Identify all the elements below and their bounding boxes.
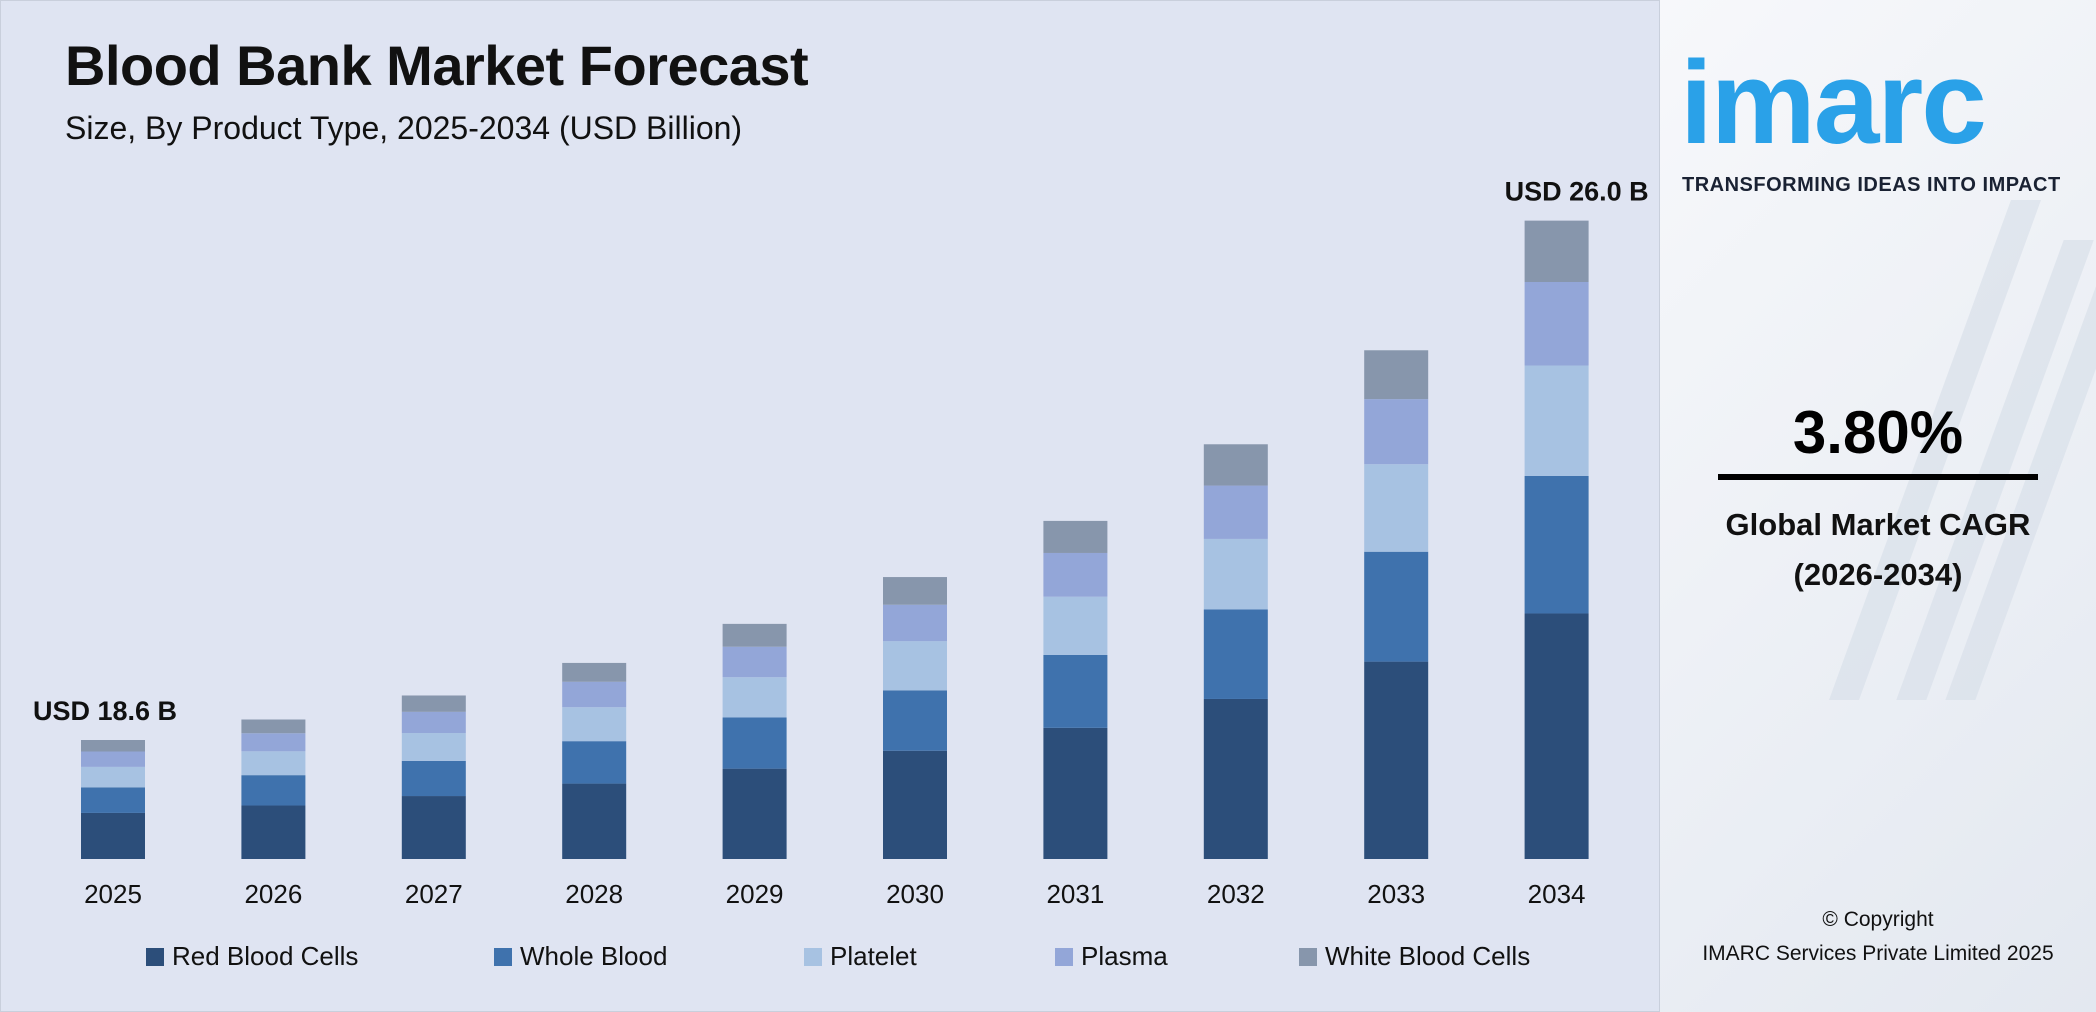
x-tick-label: 2027 (405, 879, 463, 909)
bar-segment-plasma-2030 (883, 604, 947, 642)
cagr-label: Global Market CAGR (1725, 507, 2031, 542)
legend-item: Plasma (1055, 941, 1299, 972)
bar-segment-red-blood-cells-2030 (883, 750, 947, 859)
copyright: © Copyright (1822, 908, 1934, 931)
x-tick-label: 2028 (565, 879, 623, 909)
bar-segment-platelet-2027 (401, 733, 466, 761)
legend-swatch (1299, 947, 1317, 966)
bar-segment-whole-blood-2030 (883, 690, 947, 751)
bar-segment-white-blood-cells-2030 (883, 577, 947, 605)
legend-swatch (146, 947, 164, 966)
bar-segment-red-blood-cells-2027 (401, 796, 466, 859)
bar-segment-red-blood-cells-2031 (1043, 727, 1108, 859)
bar-segment-whole-blood-2031 (1043, 654, 1108, 728)
legend-item: Red Blood Cells (146, 941, 494, 972)
legend-label: Plasma (1081, 941, 1168, 971)
bar-segment-platelet-2025 (81, 766, 145, 788)
bar-segment-plasma-2031 (1043, 552, 1108, 597)
x-tick-label: 2033 (1367, 879, 1425, 909)
bar-segment-white-blood-cells-2031 (1043, 520, 1108, 553)
bar-segment-red-blood-cells-2029 (722, 768, 787, 859)
bar-segment-platelet-2030 (883, 641, 947, 691)
brand-tagline: TRANSFORMING IDEAS INTO IMPACT (1682, 174, 2061, 196)
x-tick-label: 2026 (244, 879, 302, 909)
bar-segment-whole-blood-2034 (1524, 475, 1589, 614)
x-tick-label: 2032 (1207, 879, 1265, 909)
legend-swatch (494, 947, 512, 966)
legend-item: Whole Blood (494, 941, 804, 972)
chart-subtitle: Size, By Product Type, 2025-2034 (USD Bi… (65, 110, 743, 146)
bar-segment-plasma-2025 (81, 751, 145, 767)
cagr-value: 3.80% (1792, 399, 1964, 466)
bar-segment-red-blood-cells-2026 (241, 805, 306, 859)
bar-segment-white-blood-cells-2028 (562, 662, 627, 682)
bar-segment-whole-blood-2028 (562, 741, 627, 784)
bar-segment-platelet-2034 (1524, 365, 1589, 476)
legend: Red Blood Cells Whole Blood Platelet Plasma… (146, 941, 1530, 972)
chart-panel: 2025 USD 18.6 B 2026 2027 2028 2029 2030 2031 20… (0, 0, 1660, 1012)
bar-segment-platelet-2029 (722, 677, 787, 718)
legend-swatch (1055, 947, 1073, 966)
bar-segment-white-blood-cells-2033 (1364, 350, 1429, 400)
bar-segment-white-blood-cells-2027 (401, 695, 466, 712)
x-tick-label: 2025 (84, 879, 142, 909)
x-tick-label: 2031 (1046, 879, 1104, 909)
chart-title: Blood Bank Market Forecast (65, 34, 809, 97)
bar-segment-white-blood-cells-2029 (722, 623, 787, 647)
bar-segment-white-blood-cells-2026 (241, 719, 306, 734)
imarc-logo: imarc (1680, 37, 1987, 169)
legend-label: Platelet (830, 941, 917, 971)
bar-segment-plasma-2027 (401, 711, 466, 734)
bar-segment-plasma-2029 (722, 646, 787, 678)
legend-label: White Blood Cells (1325, 941, 1531, 971)
bar-segment-white-blood-cells-2032 (1203, 444, 1268, 486)
bar-segment-plasma-2034 (1524, 282, 1589, 366)
x-tick-label: 2030 (886, 879, 944, 909)
bar-segment-red-blood-cells-2034 (1524, 613, 1589, 859)
bar-segment-platelet-2031 (1043, 596, 1108, 655)
bar-segment-plasma-2026 (241, 733, 306, 752)
bar-segment-plasma-2033 (1364, 399, 1429, 465)
divider (1718, 474, 2038, 480)
bar-segment-white-blood-cells-2025 (81, 740, 145, 752)
total-label: USD 18.6 B (33, 696, 177, 726)
bar-segment-plasma-2028 (562, 681, 627, 708)
legend-label: Whole Blood (520, 941, 668, 971)
x-tick-label: 2034 (1528, 879, 1586, 909)
bar-segment-whole-blood-2032 (1203, 609, 1268, 699)
legend-label: Red Blood Cells (172, 941, 359, 971)
bar-segment-whole-blood-2033 (1364, 551, 1429, 662)
bar-segment-red-blood-cells-2033 (1364, 661, 1429, 859)
bar-segment-whole-blood-2026 (241, 775, 306, 806)
bar-segment-platelet-2033 (1364, 464, 1429, 552)
bar-segment-whole-blood-2027 (401, 760, 466, 797)
bar-segment-red-blood-cells-2032 (1203, 698, 1268, 859)
cagr-period: (2026-2034) (1793, 557, 1963, 592)
bar-segment-whole-blood-2025 (81, 787, 145, 813)
info-panel: imarc TRANSFORMING IDEAS INTO IMPACT 3.8… (1660, 0, 2096, 1012)
bar-segment-platelet-2026 (241, 751, 306, 776)
bar-segment-red-blood-cells-2028 (562, 783, 627, 859)
bar-segment-platelet-2028 (562, 707, 627, 742)
total-label: USD 26.0 B (1505, 177, 1649, 207)
legend-item: Platelet (804, 941, 1055, 972)
x-tick-label: 2029 (726, 879, 784, 909)
bar-segment-white-blood-cells-2034 (1524, 220, 1589, 283)
bar-segment-red-blood-cells-2025 (81, 812, 145, 859)
legend-swatch (804, 947, 822, 966)
copyright-holder: IMARC Services Private Limited 2025 (1702, 942, 2054, 965)
bar-segment-platelet-2032 (1203, 538, 1268, 610)
stacked-bar-chart: 2025 USD 18.6 B 2026 2027 2028 2029 2030 2031 20… (33, 177, 1649, 909)
bar-segment-whole-blood-2029 (722, 717, 787, 769)
bar-segment-plasma-2032 (1203, 485, 1268, 539)
legend-item: White Blood Cells (1299, 941, 1530, 972)
